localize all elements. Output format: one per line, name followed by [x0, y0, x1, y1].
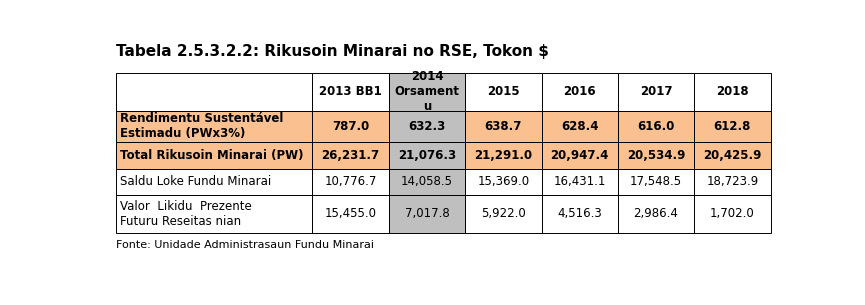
Text: 638.7: 638.7 — [484, 120, 522, 133]
Text: Total Rikusoin Minarai (PW): Total Rikusoin Minarai (PW) — [120, 149, 304, 162]
Text: 1,702.0: 1,702.0 — [710, 207, 755, 221]
Text: 2,986.4: 2,986.4 — [634, 207, 678, 221]
Text: Rendimentu Sustentável
Estimadu (PWx3%): Rendimentu Sustentável Estimadu (PWx3%) — [120, 112, 284, 140]
Text: 10,776.7: 10,776.7 — [324, 175, 377, 188]
Text: 616.0: 616.0 — [638, 120, 675, 133]
Bar — [116, 73, 312, 110]
Text: 21,076.3: 21,076.3 — [398, 149, 456, 162]
Text: Saldu Loke Fundu Minarai: Saldu Loke Fundu Minarai — [120, 175, 272, 188]
Text: Tabela 2.5.3.2.2: Rikusoin Minarai no RSE, Tokon $: Tabela 2.5.3.2.2: Rikusoin Minarai no RS… — [116, 44, 549, 59]
Bar — [312, 110, 388, 142]
Text: Valor  Likidu  Prezente
Futuru Reseitas nian: Valor Likidu Prezente Futuru Reseitas ni… — [120, 200, 252, 228]
Text: 5,922.0: 5,922.0 — [481, 207, 526, 221]
Bar — [465, 110, 541, 142]
Bar — [312, 73, 388, 110]
Bar — [312, 142, 388, 169]
Bar — [116, 110, 312, 142]
Text: 20,534.9: 20,534.9 — [627, 149, 685, 162]
Bar — [541, 73, 618, 110]
Bar — [116, 142, 312, 169]
Bar — [695, 142, 771, 169]
Text: 15,455.0: 15,455.0 — [324, 207, 376, 221]
Text: 2013 BB1: 2013 BB1 — [319, 85, 382, 98]
Bar — [465, 195, 541, 233]
Text: 612.8: 612.8 — [714, 120, 751, 133]
Text: 21,291.0: 21,291.0 — [474, 149, 532, 162]
Text: 2015: 2015 — [487, 85, 520, 98]
Text: 628.4: 628.4 — [561, 120, 599, 133]
Bar — [388, 169, 465, 195]
Bar — [541, 110, 618, 142]
Text: 18,723.9: 18,723.9 — [707, 175, 759, 188]
Bar — [618, 142, 695, 169]
Bar — [618, 73, 695, 110]
Bar — [618, 110, 695, 142]
Text: 14,058.5: 14,058.5 — [401, 175, 453, 188]
Bar — [695, 73, 771, 110]
Text: 26,231.7: 26,231.7 — [322, 149, 380, 162]
Bar — [618, 195, 695, 233]
Bar — [695, 169, 771, 195]
Bar — [695, 195, 771, 233]
Text: 17,548.5: 17,548.5 — [630, 175, 682, 188]
Bar — [312, 195, 388, 233]
Text: 4,516.3: 4,516.3 — [557, 207, 602, 221]
Bar — [465, 142, 541, 169]
Text: 787.0: 787.0 — [332, 120, 369, 133]
Bar — [465, 73, 541, 110]
Text: 7,017.8: 7,017.8 — [405, 207, 449, 221]
Bar — [388, 195, 465, 233]
Bar — [116, 169, 312, 195]
Bar — [388, 142, 465, 169]
Bar — [465, 169, 541, 195]
Text: Fonte: Unidade Administrasaun Fundu Minarai: Fonte: Unidade Administrasaun Fundu Mina… — [116, 240, 375, 250]
Text: 632.3: 632.3 — [408, 120, 445, 133]
Bar — [388, 110, 465, 142]
Bar — [695, 110, 771, 142]
Bar — [312, 169, 388, 195]
Bar — [541, 169, 618, 195]
Text: 20,425.9: 20,425.9 — [703, 149, 761, 162]
Text: 2017: 2017 — [640, 85, 672, 98]
Text: 2016: 2016 — [563, 85, 596, 98]
Bar — [541, 195, 618, 233]
Text: 15,369.0: 15,369.0 — [477, 175, 529, 188]
Bar — [388, 73, 465, 110]
Bar — [116, 195, 312, 233]
Text: 2014
Orsament
u: 2014 Orsament u — [394, 70, 459, 113]
Bar — [618, 169, 695, 195]
Text: 16,431.1: 16,431.1 — [554, 175, 606, 188]
Text: 2018: 2018 — [716, 85, 749, 98]
Bar — [541, 142, 618, 169]
Text: 20,947.4: 20,947.4 — [550, 149, 609, 162]
